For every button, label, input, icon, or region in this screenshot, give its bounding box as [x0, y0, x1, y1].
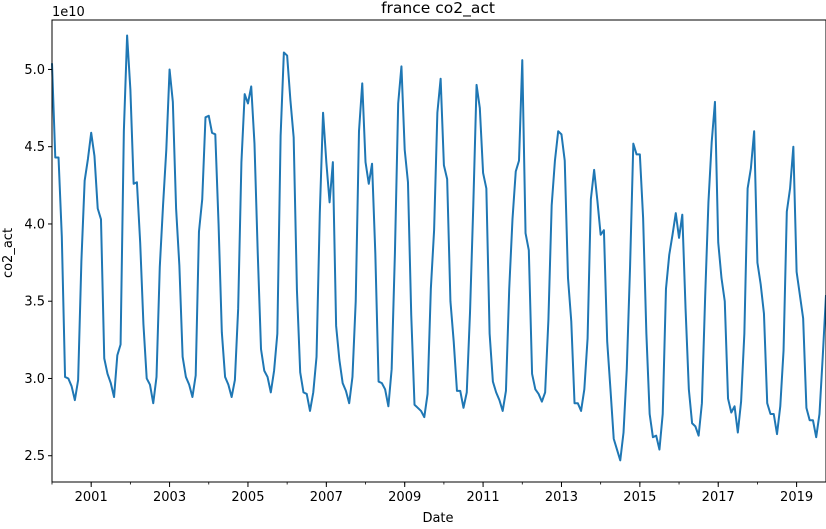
x-tick-label: 2003: [153, 490, 186, 505]
y-tick-label: 3.5: [24, 295, 45, 310]
x-tick-label: 2015: [623, 490, 656, 505]
x-tick-label: 2017: [702, 490, 735, 505]
x-tick-label: 2009: [388, 490, 421, 505]
x-tick-label: 2001: [75, 490, 108, 505]
x-tick-label: 2013: [545, 490, 578, 505]
y-tick-label: 4.0: [24, 217, 45, 232]
x-axis-title: Date: [422, 511, 453, 525]
x-tick-label: 2011: [467, 490, 500, 505]
y-axis-title: co2_act: [1, 228, 16, 278]
y-axis-multiplier: 1e10: [52, 5, 85, 20]
x-tick-label: 2019: [780, 490, 813, 505]
y-tick-label: 4.5: [24, 140, 45, 155]
plot-area: 2.5 3.0 3.5 4.0 4.5 5.0 2001 2003 2005 2007 2009 20…: [24, 19, 826, 505]
y-tick-label: 5.0: [24, 63, 45, 78]
chart-title: france co2_act: [381, 0, 495, 18]
axes-frame: [51, 19, 826, 483]
series-line: [51, 34, 826, 462]
y-tick-label: 3.0: [24, 372, 45, 387]
y-tick-label: 2.5: [24, 449, 45, 464]
x-tick-label: 2007: [310, 490, 343, 505]
x-tick-label: 2005: [231, 490, 264, 505]
